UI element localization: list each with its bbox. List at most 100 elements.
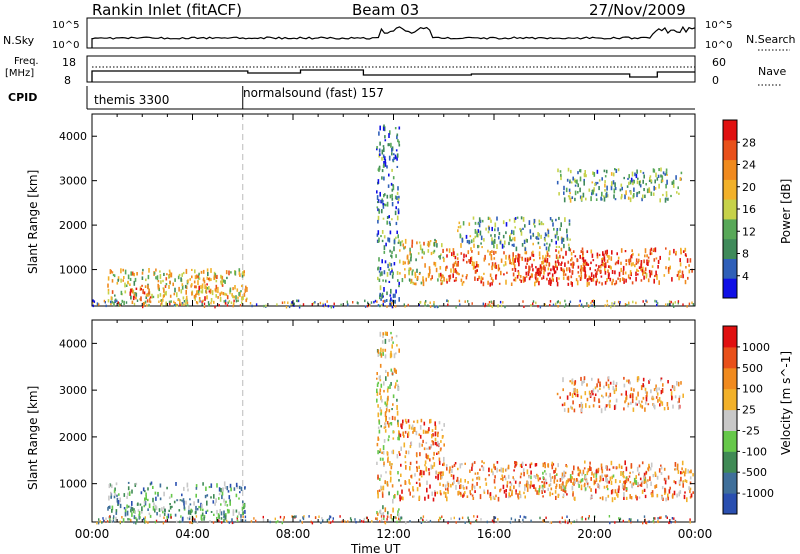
echo-cell <box>572 400 574 405</box>
echo-cell <box>395 382 397 387</box>
echo-cell <box>379 331 382 337</box>
echo-cell <box>491 226 493 232</box>
echo-cell <box>560 267 563 272</box>
echo-cell <box>319 301 322 305</box>
echo-cell <box>665 266 667 270</box>
echo-cell <box>469 469 471 473</box>
echo-cell <box>376 300 378 303</box>
echo-cell <box>544 462 546 465</box>
echo-cell <box>387 386 390 390</box>
echo-cell <box>617 300 620 304</box>
echo-cell <box>534 487 537 492</box>
echo-cell <box>181 285 184 290</box>
echo-cell <box>384 338 387 344</box>
echo-cell <box>141 271 144 275</box>
echo-cell <box>475 261 478 264</box>
echo-cell <box>130 519 132 522</box>
echo-cell <box>213 494 215 499</box>
echo-cell <box>667 493 669 498</box>
echo-cell <box>607 376 610 380</box>
echo-cell <box>571 393 574 398</box>
echo-cell <box>145 278 147 282</box>
echo-cell <box>568 246 570 251</box>
echo-cell <box>459 225 462 229</box>
echo-cell <box>682 393 684 398</box>
echo-cell <box>433 301 435 304</box>
echo-cell <box>550 279 552 284</box>
echo-cell <box>410 475 412 478</box>
echo-cell <box>487 230 490 234</box>
echo-cell <box>462 281 465 284</box>
echo-cell <box>689 481 692 485</box>
echo-cell <box>547 463 549 467</box>
colorbar-swatch <box>723 139 737 161</box>
echo-cell <box>196 508 199 511</box>
echo-cell <box>384 331 387 335</box>
echo-cell <box>493 250 495 255</box>
echo-cell <box>109 517 111 521</box>
echo-cell <box>429 519 432 523</box>
echo-cell <box>434 431 437 437</box>
echo-cell <box>162 298 164 302</box>
echo-cell <box>690 469 692 474</box>
echo-cell <box>563 270 565 273</box>
echo-cell <box>390 338 393 342</box>
echo-cell <box>603 195 605 198</box>
echo-cell <box>220 503 222 506</box>
nsearch-tick-top: 10^5 <box>705 20 732 31</box>
echo-cell <box>439 471 442 476</box>
echo-cell <box>390 142 392 148</box>
echo-cell <box>561 476 563 481</box>
echo-cell <box>673 490 676 496</box>
echo-cell <box>228 270 230 276</box>
echo-cell <box>230 271 232 274</box>
echo-cell <box>505 489 507 493</box>
echo-cell <box>629 471 631 475</box>
panel-frame <box>91 319 696 523</box>
echo-cell <box>404 455 407 459</box>
echo-cell <box>525 516 527 519</box>
echo-cell <box>594 472 596 475</box>
echo-cell <box>202 299 204 303</box>
echo-cell <box>628 518 631 521</box>
echo-cell <box>195 487 198 490</box>
echo-cell <box>657 399 659 403</box>
echo-cell <box>576 479 579 482</box>
echo-cell <box>679 490 682 494</box>
echo-cell <box>161 303 163 307</box>
echo-cell <box>395 236 397 239</box>
echo-cell <box>428 468 430 471</box>
echo-cell <box>386 194 389 199</box>
echo-cell <box>554 470 556 473</box>
echo-cell <box>559 227 561 231</box>
echo-cell <box>421 256 424 259</box>
echo-cell <box>169 294 172 298</box>
echo-cell <box>533 222 535 226</box>
echo-cell <box>471 494 474 497</box>
echo-cell <box>591 377 593 381</box>
echo-cell <box>616 252 618 256</box>
echo-cell <box>382 512 385 516</box>
echo-cell <box>113 274 116 278</box>
echo-cell <box>667 270 670 274</box>
echo-cell <box>604 175 607 178</box>
echo-cell <box>630 521 632 524</box>
echo-cell <box>582 469 585 475</box>
echo-cell <box>181 303 183 306</box>
echo-cell <box>632 407 635 412</box>
echo-cell <box>558 216 560 220</box>
echo-cell <box>650 252 653 255</box>
echo-cell <box>533 475 536 478</box>
echo-cell <box>504 305 506 309</box>
echo-cell <box>571 485 574 491</box>
echo-cell <box>391 408 393 411</box>
echo-cell <box>603 485 606 489</box>
echo-cell <box>396 133 399 137</box>
echo-cell <box>132 289 135 294</box>
echo-cell <box>629 494 631 499</box>
echo-cell <box>515 255 517 260</box>
echo-cell <box>361 520 363 523</box>
echo-cell <box>401 423 404 426</box>
echo-cell <box>635 173 638 179</box>
velocity-ylabel: Slant Range [km] <box>26 386 40 490</box>
